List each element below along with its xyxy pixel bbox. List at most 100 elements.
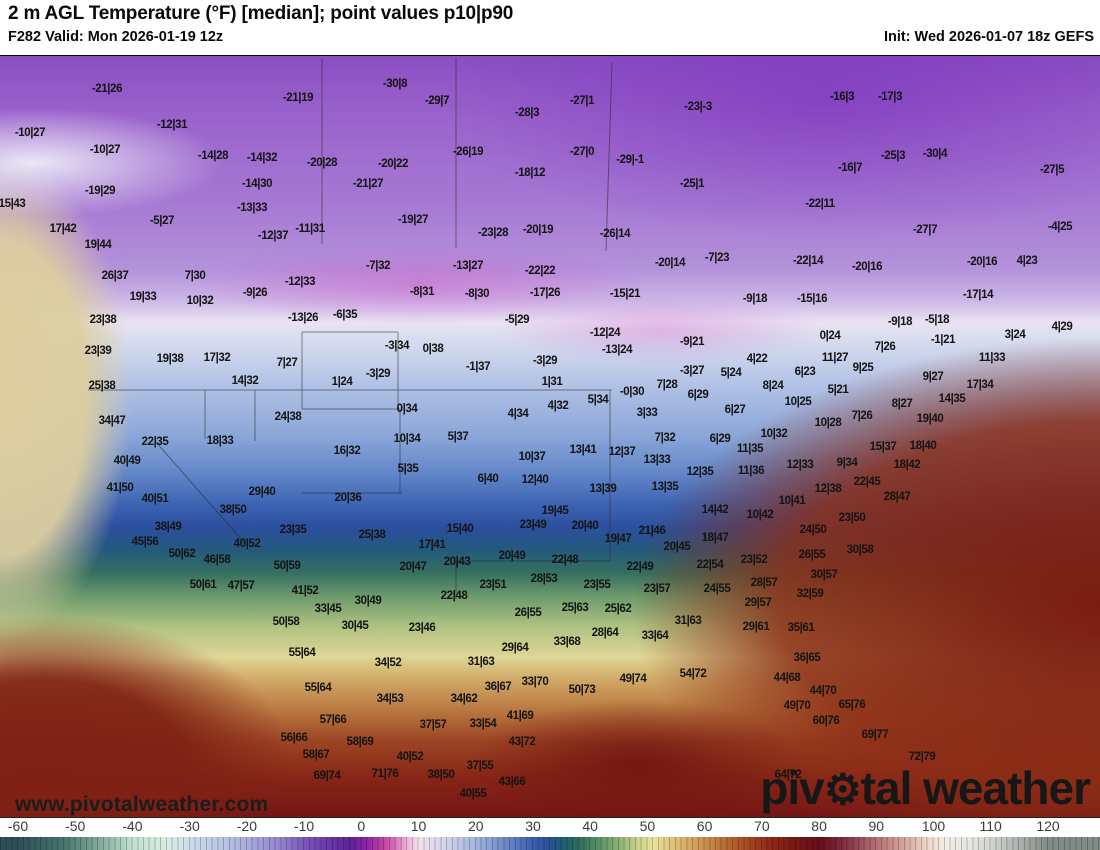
point-value: 19|45 [541, 505, 569, 517]
point-value: 45|56 [131, 536, 159, 548]
point-value: -8|30 [464, 288, 490, 300]
point-value: 15|43 [0, 198, 26, 210]
point-value: 23|38 [89, 314, 117, 326]
colorbar-tick-label: 10 [410, 818, 427, 834]
point-value: -7|32 [365, 260, 391, 272]
point-value: 6|29 [687, 389, 709, 401]
point-value: -13|33 [236, 202, 268, 214]
point-value: 40|51 [141, 493, 169, 505]
point-value: 0|24 [819, 330, 841, 342]
point-value: 33|54 [469, 718, 497, 730]
point-value: 1|31 [541, 376, 563, 388]
point-value: 31|63 [674, 615, 702, 627]
point-value: 13|39 [589, 483, 617, 495]
point-value: -20|14 [654, 257, 686, 269]
point-value: -4|25 [1047, 221, 1073, 233]
point-value: -22|22 [524, 265, 556, 277]
point-value: -16|7 [837, 162, 863, 174]
point-value: 17|41 [418, 539, 446, 551]
point-value: -17|14 [962, 289, 994, 301]
point-value: -27|0 [569, 146, 595, 158]
title-bar: 2 m AGL Temperature (°F) [median]; point… [0, 0, 1100, 55]
temperature-colorbar: -60 -50 -40 -30 -20 -10 0 10 20 30 40 50 60 70 80 90 100… [0, 818, 1100, 850]
point-value: 19|33 [129, 291, 157, 303]
point-value: 71|76 [371, 768, 399, 780]
point-value: 7|26 [851, 410, 873, 422]
point-value: -21|26 [91, 83, 123, 95]
point-value: 29|40 [248, 486, 276, 498]
point-value: -17|3 [877, 91, 903, 103]
point-value: 22|48 [551, 554, 579, 566]
point-value: 58|67 [302, 749, 330, 761]
point-value: 44|68 [773, 672, 801, 684]
point-value: 4|23 [1016, 255, 1038, 267]
point-value: 41|69 [506, 710, 534, 722]
point-value: 21|46 [638, 525, 666, 537]
point-value: -0|30 [619, 386, 645, 398]
point-value: 36|65 [793, 652, 821, 664]
colorbar-tick-label: -20 [236, 818, 258, 834]
point-value: -18|12 [514, 167, 546, 179]
point-value: -28|3 [514, 107, 540, 119]
point-value: 10|41 [778, 495, 806, 507]
point-value: 49|74 [619, 673, 647, 685]
point-value: 12|37 [608, 446, 636, 458]
point-value: -17|26 [529, 287, 561, 299]
point-value: -27|1 [569, 95, 595, 107]
watermark-text: www.pivotalweather.com [15, 793, 269, 816]
point-value: 20|49 [498, 550, 526, 562]
point-value: 7|30 [184, 270, 206, 282]
point-value: 12|40 [521, 474, 549, 486]
point-value: 56|66 [280, 732, 308, 744]
point-value: -27|7 [912, 224, 938, 236]
point-value: 22|49 [626, 561, 654, 573]
point-value: 17|32 [203, 352, 231, 364]
point-value: -12|33 [284, 276, 316, 288]
point-value: -10|27 [14, 127, 46, 139]
point-value: 9|27 [922, 371, 944, 383]
point-value: -20|16 [966, 256, 998, 268]
point-value: -9|18 [742, 293, 768, 305]
point-value: -13|26 [287, 312, 319, 324]
point-value: 37|57 [419, 719, 447, 731]
point-value: 10|25 [784, 396, 812, 408]
point-value: 26|55 [798, 549, 826, 561]
point-value: 38|49 [154, 521, 182, 533]
point-value: 4|34 [507, 408, 529, 420]
colorbar-tick-label: -40 [122, 818, 143, 834]
colorbar-tick-label: 80 [811, 818, 827, 834]
colorbar-tick-label: -10 [293, 818, 315, 834]
point-value: 41|52 [291, 585, 319, 597]
point-value: 6|23 [794, 366, 816, 378]
point-value: 10|42 [746, 509, 774, 521]
point-value: 49|70 [783, 700, 811, 712]
point-value: 38|50 [427, 769, 455, 781]
point-value: 55|64 [288, 647, 316, 659]
point-value: 6|27 [724, 404, 746, 416]
point-value: 30|58 [846, 544, 874, 556]
point-value: 17|34 [966, 379, 994, 391]
point-value: 33|64 [641, 630, 669, 642]
forecast-map: -21|26 -21|19 -10|27 -12|31 -10|27 -14|28 -14|… [0, 55, 1100, 818]
point-value: 22|54 [696, 559, 724, 571]
init-time-label: Init: Wed 2026-01-07 18z GEFS [883, 29, 1094, 45]
point-value: 15|40 [446, 523, 474, 535]
point-value: -25|1 [679, 178, 705, 190]
point-value: -20|22 [377, 158, 409, 170]
point-value: -10|27 [89, 144, 121, 156]
point-value: 54|72 [679, 668, 707, 680]
colorbar-tick-label: 0 [357, 818, 366, 834]
point-value: 7|32 [654, 432, 676, 444]
point-value: 5|34 [587, 394, 609, 406]
point-value: 23|55 [583, 579, 611, 591]
point-value: 69|74 [313, 770, 341, 782]
point-value: 4|32 [547, 400, 569, 412]
point-value: 9|25 [852, 362, 874, 374]
point-value: 3|33 [636, 407, 658, 419]
point-value: 69|77 [861, 729, 889, 741]
point-value: -3|34 [384, 340, 410, 352]
point-value: 47|57 [227, 580, 255, 592]
point-value: 50|73 [568, 684, 596, 696]
point-value: -14|30 [241, 178, 273, 190]
point-value: 4|22 [746, 353, 768, 365]
